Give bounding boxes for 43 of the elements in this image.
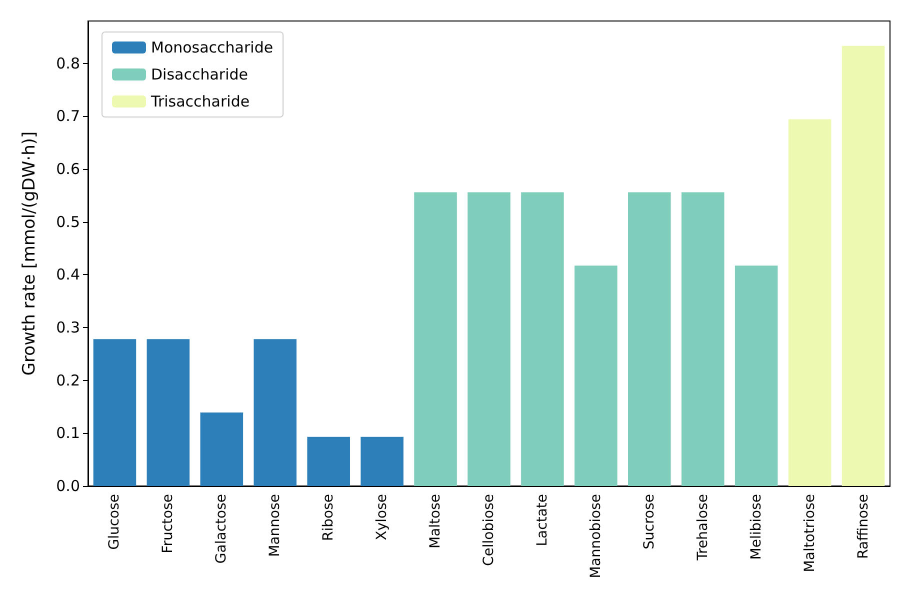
x-tick-label: Glucose: [106, 494, 123, 550]
bar: [414, 192, 457, 486]
bar: [788, 119, 832, 486]
bar: [254, 339, 297, 486]
y-tick-label: 0.4: [56, 266, 80, 284]
y-tick-label: 0.8: [56, 54, 80, 72]
bar: [681, 192, 724, 486]
y-tick-label: 0.0: [56, 477, 80, 495]
legend-label: Trisaccharide: [150, 92, 250, 110]
y-tick-label: 0.7: [56, 107, 80, 126]
x-tick-label: Sucrose: [641, 494, 658, 550]
x-tick-label: Lactate: [534, 494, 550, 546]
y-tick-label: 0.6: [56, 160, 80, 178]
bar: [842, 46, 885, 486]
x-tick-label: Mannobiose: [588, 494, 604, 578]
bar: [307, 436, 350, 486]
bar: [628, 192, 671, 486]
x-tick-label: Trehalose: [694, 494, 711, 562]
legend-label: Monosaccharide: [151, 38, 274, 56]
bar: [521, 192, 564, 486]
y-tick-label: 0.5: [56, 212, 80, 231]
y-tick-label: 0.1: [56, 424, 80, 442]
bar: [574, 266, 618, 486]
x-tick-label: Maltose: [428, 494, 444, 549]
y-tick-label: 0.2: [56, 371, 80, 390]
x-tick-label: Xylose: [374, 494, 390, 540]
x-tick-label: Raffinose: [855, 494, 872, 559]
bar: [734, 266, 778, 486]
legend-label: Disaccharide: [151, 66, 248, 84]
x-tick-label: Ribose: [320, 494, 337, 541]
y-axis-title: Growth rate [mmol/(gDW·h)]: [20, 131, 40, 376]
x-tick-label: Melibiose: [748, 494, 764, 560]
bar: [146, 339, 190, 486]
x-tick-label: Galactose: [214, 494, 230, 564]
x-tick-label: Mannose: [267, 494, 284, 557]
x-tick-label: Fructose: [160, 494, 176, 554]
x-tick-label: Cellobiose: [481, 494, 497, 566]
y-tick-label: 0.3: [56, 318, 80, 336]
bar: [468, 192, 510, 486]
bar: [360, 436, 404, 486]
bar: [93, 339, 136, 486]
bar: [200, 412, 244, 486]
x-tick-label: Maltotriose: [802, 494, 818, 572]
